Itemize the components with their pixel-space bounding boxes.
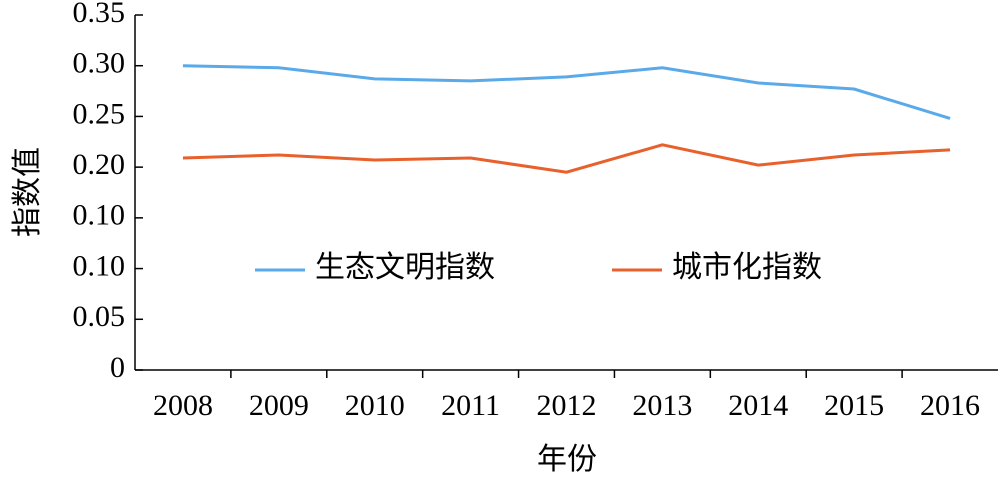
- y-tick-label: 0.35: [73, 0, 126, 29]
- x-tick-label: 2011: [441, 389, 500, 422]
- x-tick-label: 2014: [728, 389, 788, 422]
- legend-label: 生态文明指数: [315, 251, 495, 284]
- line-series: [182, 143, 951, 174]
- x-tick-label: 2008: [153, 389, 213, 422]
- y-tick-label: 0: [110, 351, 125, 384]
- x-tick-label: 2009: [249, 389, 309, 422]
- x-tick-label: 2013: [632, 389, 692, 422]
- x-tick-label: 2016: [920, 389, 980, 422]
- y-tick-label: 0.05: [73, 300, 126, 333]
- y-tick-label: 0.10: [73, 249, 126, 282]
- y-tick-label: 0.25: [73, 97, 126, 130]
- x-axis-title: 年份: [537, 443, 597, 476]
- y-tick-label: 0.30: [73, 47, 126, 80]
- y-axis-title: 指数值: [11, 147, 44, 237]
- line-series: [182, 64, 951, 120]
- y-tick-label: 0.20: [73, 148, 126, 181]
- x-tick-label: 2012: [537, 389, 597, 422]
- legend-label: 城市化指数: [672, 251, 822, 284]
- x-tick-label: 2010: [345, 389, 405, 422]
- y-tick-label: 0.10: [73, 199, 126, 232]
- x-tick-label: 2015: [824, 389, 884, 422]
